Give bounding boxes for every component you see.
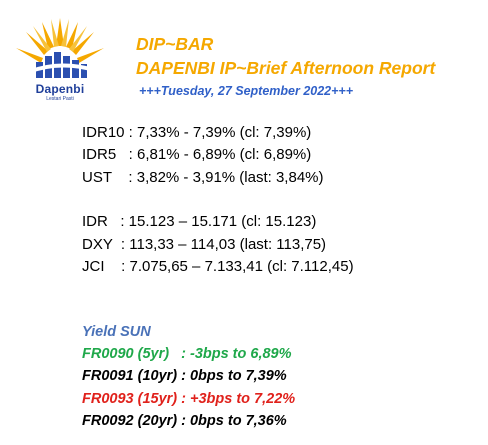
logo-name: Dapenbi (35, 82, 85, 96)
market-line-idr5: IDR5 : 6,81% - 6,89% (cl: 6,89%) (82, 146, 312, 163)
report-subtitle: DAPENBI IP~Brief Afternoon Report (136, 58, 436, 78)
sunburst-logo-icon (16, 18, 104, 78)
yield-heading: Yield SUN (82, 324, 151, 340)
market-line-idr10: IDR10 : 7,33% - 7,39% (cl: 7,39%) (82, 124, 312, 141)
logo-tagline: Lestari Pasti (46, 96, 74, 102)
yield-row-fr0093: FR0093 (15yr) : +3bps to 7,22% (82, 391, 296, 407)
market-line-jci: JCI : 7.075,65 – 7.133,41 (cl: 7.112,45) (82, 258, 354, 275)
market-line-dxy: DXY : 113,33 – 114,03 (last: 113,75) (82, 236, 327, 253)
dapenbi-logo: Dapenbi Lestari Pasti (12, 14, 122, 106)
report-title: DIP~BAR (136, 34, 214, 54)
yield-row-fr0091: FR0091 (10yr) : 0bps to 7,39% (82, 368, 287, 384)
yield-row-fr0092: FR0092 (20yr) : 0bps to 7,36% (82, 413, 287, 429)
report-date: +++Tuesday, 27 September 2022+++ (139, 84, 354, 98)
yield-row-fr0090: FR0090 (5yr) : -3bps to 6,89% (82, 346, 292, 362)
market-line-ust: UST : 3,82% - 3,91% (last: 3,84%) (82, 169, 324, 186)
market-line-idr: IDR : 15.123 – 15.171 (cl: 15.123) (82, 213, 317, 230)
